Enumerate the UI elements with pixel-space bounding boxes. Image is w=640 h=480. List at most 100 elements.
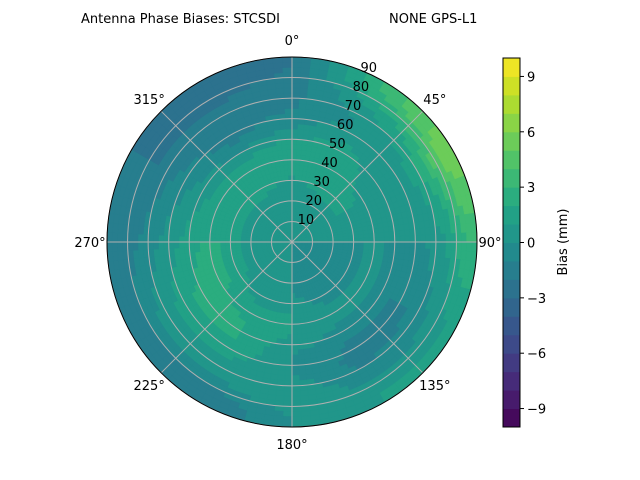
radial-tick-label: 20 [305, 194, 322, 209]
contour-cell [173, 247, 180, 255]
contour-cell [404, 229, 411, 237]
contour-cell [295, 323, 302, 330]
colorbar-band [503, 408, 520, 428]
contour-cell [291, 339, 298, 346]
contour-cell [291, 66, 302, 73]
contour-cell [173, 241, 180, 249]
contour-cell [286, 133, 293, 140]
colorbar-band [503, 76, 520, 96]
contour-cell [283, 87, 293, 94]
contour-cell [132, 225, 139, 235]
contour-cell [209, 245, 216, 251]
chart-title-left: Antenna Phase Biases: STCSDI [81, 12, 280, 27]
contour-cell [284, 174, 290, 181]
angle-tick-label: 180° [276, 438, 307, 453]
contour-cell [284, 169, 289, 176]
contour-cell [450, 233, 457, 243]
contour-cell [404, 247, 411, 255]
contour-cell [291, 323, 297, 330]
contour-cell [285, 354, 293, 361]
contour-cell [363, 241, 370, 247]
contour-cell [158, 241, 165, 250]
contour-cell [122, 232, 129, 243]
contour-cell [291, 87, 301, 94]
colorbar-band [503, 113, 520, 133]
contour-cell [219, 245, 226, 250]
contour-cell [127, 233, 134, 243]
contour-cell [287, 154, 293, 161]
contour-cell [291, 138, 298, 145]
contour-cell [282, 56, 293, 63]
contour-cell [194, 236, 200, 243]
contour-cell [132, 241, 139, 251]
contour-cell [116, 241, 123, 252]
colorbar-band [503, 316, 520, 336]
contour-cell [275, 82, 285, 89]
contour-cell [291, 369, 300, 376]
contour-cell [282, 61, 293, 68]
contour-cell [291, 359, 299, 366]
contour-cell [291, 82, 301, 89]
contour-cell [296, 144, 303, 151]
contour-cell [285, 349, 293, 356]
contour-cell [111, 241, 118, 252]
contour-cell [298, 103, 307, 110]
contour-cell [299, 395, 309, 402]
colorbar: −9 −6 −3 0 3 6 9 [502, 57, 546, 428]
contour-cell [299, 389, 309, 397]
contour-cell [291, 164, 297, 171]
contour-cell [147, 241, 154, 250]
contour-cell [291, 318, 297, 325]
contour-cell [466, 232, 473, 243]
contour-cell [445, 233, 452, 243]
radial-tick-label: 10 [298, 213, 315, 228]
contour-cell [291, 123, 299, 130]
colorbar-band [503, 168, 520, 188]
contour-cell [295, 308, 300, 315]
contour-cell [287, 308, 293, 315]
contour-cell [282, 328, 288, 335]
contour-cell [204, 241, 211, 247]
contour-cell [399, 235, 406, 243]
contour-cell [424, 248, 431, 257]
contour-cell [373, 241, 380, 247]
colorbar-band [503, 187, 520, 207]
contour-cell [178, 229, 185, 237]
contour-cell [300, 327, 307, 335]
contour-cell [297, 123, 305, 130]
radial-tick-label: 70 [345, 99, 362, 114]
contour-cell [178, 247, 185, 255]
contour-cell [425, 241, 432, 250]
contour-cell [291, 411, 302, 418]
contour-cell [368, 237, 375, 243]
angle-tick-label: 225° [134, 379, 165, 394]
contour-cell [188, 236, 195, 243]
contour-cell [419, 241, 426, 250]
contour-cell [291, 133, 298, 140]
contour-cell [373, 237, 380, 243]
colorbar-tick-label: −9 [527, 403, 546, 418]
colorbar-band [503, 58, 520, 77]
contour-cell [394, 241, 401, 248]
contour-cell [153, 227, 160, 236]
contour-cell [127, 241, 134, 251]
contour-cell [214, 241, 221, 247]
colorbar-label: Bias (mm) [556, 209, 571, 276]
contour-cell [291, 380, 300, 387]
contour-cell [409, 241, 416, 249]
contour-cell [132, 233, 139, 243]
contour-cell [297, 128, 305, 135]
contour-cell [378, 241, 385, 248]
contour-cell [419, 227, 426, 236]
contour-cell [282, 416, 293, 423]
contour-cell [291, 308, 297, 315]
colorbar-band [503, 242, 520, 262]
contour-cell [284, 369, 293, 376]
contour-cell [291, 344, 298, 351]
angle-tick-label: 315° [134, 93, 165, 108]
radial-tick-label: 90 [361, 61, 378, 76]
contour-cell [430, 241, 437, 250]
contour-cell [283, 77, 293, 84]
radial-tick-label: 30 [313, 175, 330, 190]
